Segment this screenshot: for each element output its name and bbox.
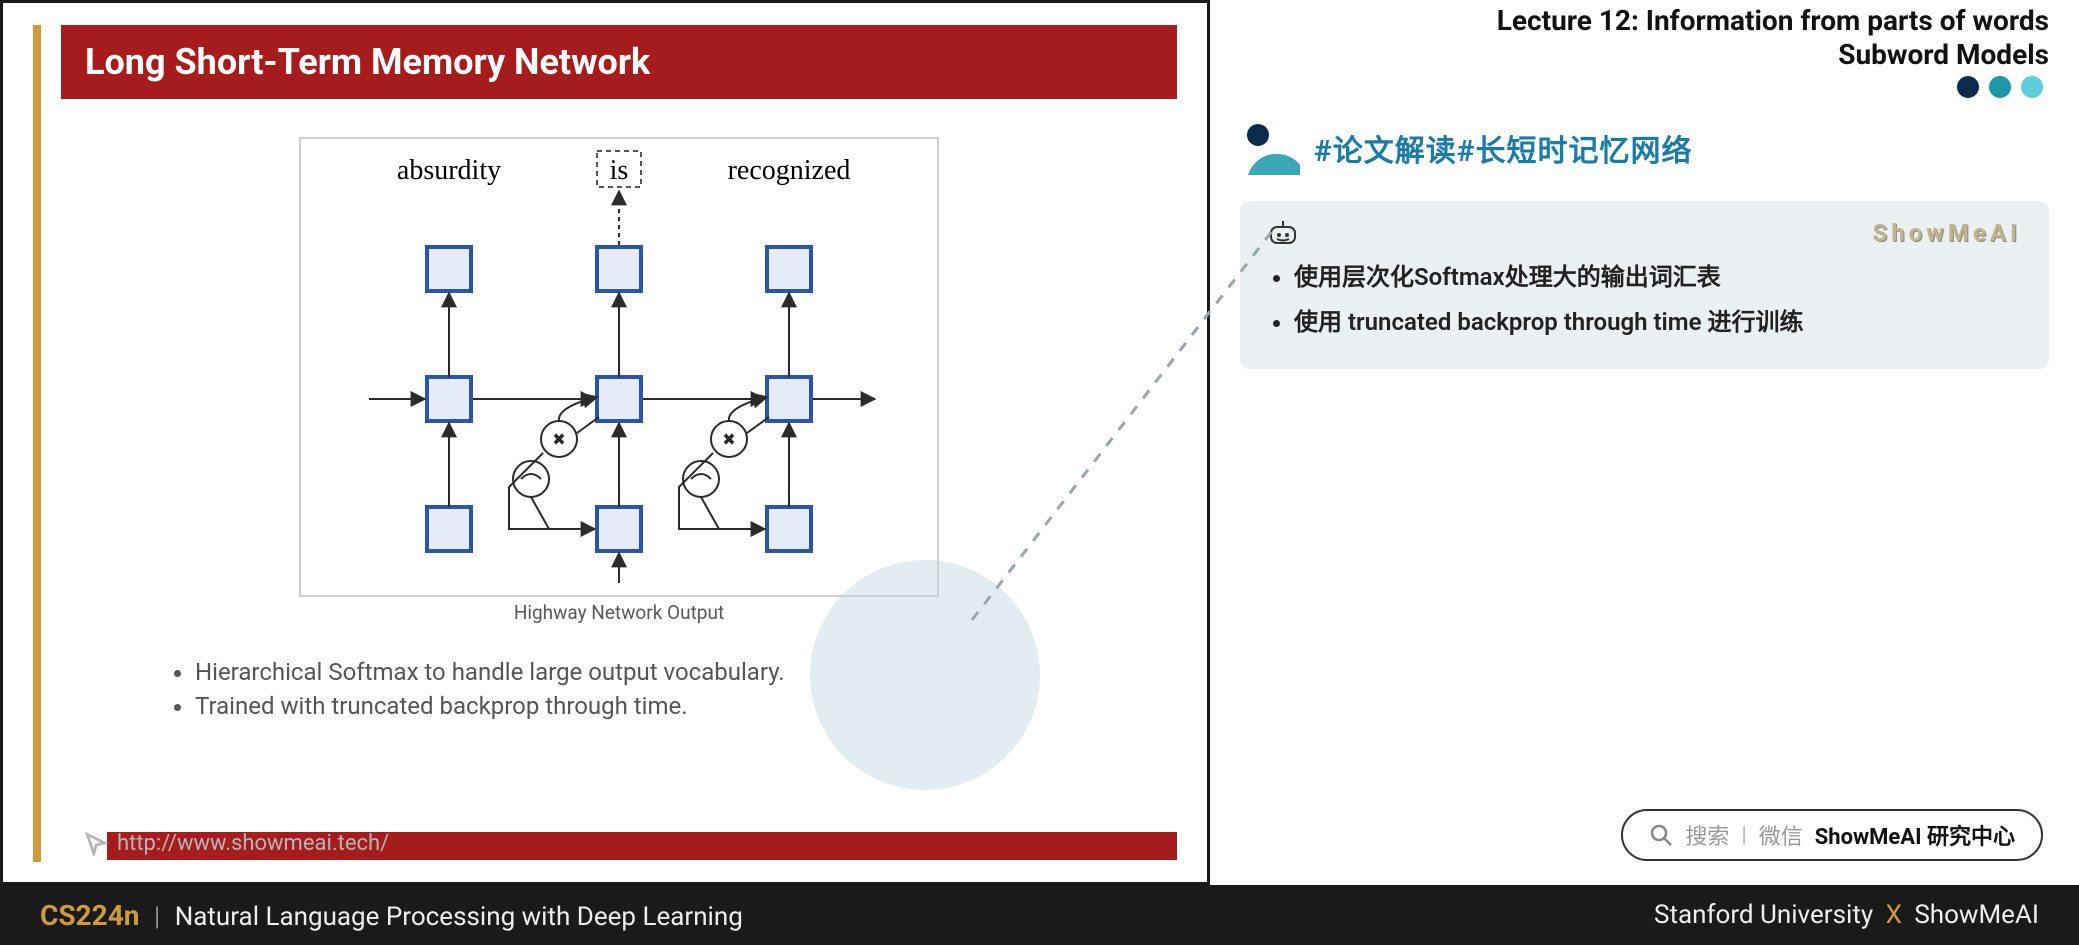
slide-bullets: Hierarchical Softmax to handle large out…: [171, 658, 1177, 720]
note-bullet-0: 使用层次化Softmax处理大的输出词汇表: [1294, 257, 2021, 292]
search-bold: ShowMeAI 研究中心: [1815, 819, 2015, 851]
search-pill[interactable]: 搜索 | 微信 ShowMeAI 研究中心: [1621, 809, 2043, 861]
decoration-icon: [1240, 121, 1300, 175]
robot-icon: [1268, 221, 1298, 245]
search-text: 搜索: [1685, 819, 1729, 851]
word-1: is: [610, 155, 629, 186]
svg-text:×: ×: [554, 429, 564, 450]
decorative-dots: [1957, 76, 2043, 98]
course-subtitle: Natural Language Processing with Deep Le…: [175, 902, 743, 932]
note-box: ShowMeAI 使用层次化Softmax处理大的输出词汇表 使用 trunca…: [1240, 201, 2049, 369]
lecture-line2: Subword Models: [1240, 38, 2049, 72]
footer-brand: ShowMeAI: [1914, 900, 2039, 930]
diagram-caption: Highway Network Output: [299, 601, 939, 624]
lstm-diagram: absurdity is recognized: [299, 137, 939, 624]
cursor-icon: [83, 830, 109, 856]
search-divider: |: [1741, 823, 1746, 848]
note-bullet-1: 使用 truncated backprop through time 进行训练: [1294, 302, 2021, 337]
showmeai-link[interactable]: http://www.showmeai.tech/: [83, 830, 389, 856]
word-0: absurdity: [397, 155, 501, 186]
search-wechat: 微信: [1759, 819, 1803, 851]
dot-1: [1989, 76, 2011, 98]
course-code: CS224n: [40, 899, 139, 932]
lstm-svg: absurdity is recognized: [299, 137, 939, 597]
dot-2: [2021, 76, 2043, 98]
footer-x: X: [1886, 900, 1902, 930]
slide-title: Long Short-Term Memory Network: [61, 25, 1177, 99]
main-content: Long Short-Term Memory Network absurdity…: [0, 0, 2079, 885]
lecture-line1: Lecture 12: Information from parts of wo…: [1240, 4, 2049, 38]
hashtag-text: #论文解读#长短时记忆网络: [1314, 126, 1693, 170]
slide-panel: Long Short-Term Memory Network absurdity…: [0, 0, 1210, 885]
right-panel: Lecture 12: Information from parts of wo…: [1210, 0, 2079, 885]
footer-bar: CS224n | Natural Language Processing wit…: [0, 885, 2079, 945]
dot-0: [1957, 76, 1979, 98]
word-2: recognized: [728, 155, 851, 186]
svg-text:×: ×: [724, 429, 734, 450]
footer-uni: Stanford University: [1654, 900, 1873, 930]
hashtag-row: #论文解读#长短时记忆网络: [1240, 121, 2049, 175]
slide-bullet-1: Trained with truncated backprop through …: [195, 692, 1177, 720]
brand-label: ShowMeAI: [1872, 219, 2021, 247]
showmeai-link-text: http://www.showmeai.tech/: [117, 831, 389, 856]
search-icon: [1649, 823, 1673, 847]
note-bullets: 使用层次化Softmax处理大的输出词汇表 使用 truncated backp…: [1268, 257, 2021, 337]
slide-bullet-0: Hierarchical Softmax to handle large out…: [195, 658, 1177, 686]
